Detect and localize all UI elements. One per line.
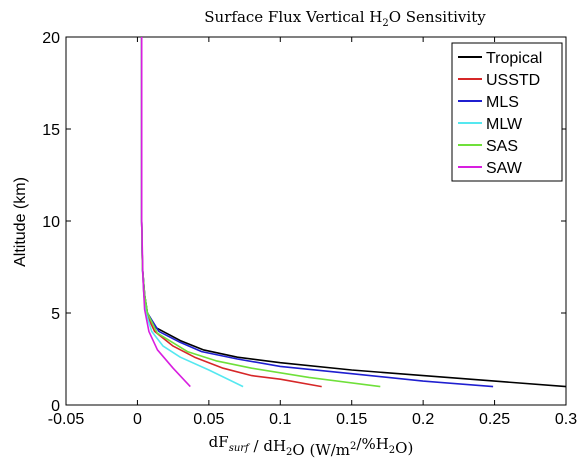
series-line-mls: [140, 37, 494, 388]
x-tick-label: 0: [133, 411, 142, 428]
y-tick-label: 10: [42, 214, 60, 231]
legend-box: [451, 42, 563, 182]
legend-entry: Tropical: [458, 50, 542, 67]
legend-entry: MLS: [458, 94, 519, 111]
x-tick-label: 0.2: [412, 411, 434, 428]
series-line-saw: [140, 37, 191, 388]
legend-entry: SAW: [458, 160, 523, 177]
x-tick-label: 0.1: [269, 411, 291, 428]
legend-label: MLW: [486, 116, 523, 133]
y-tick-label: 20: [42, 30, 60, 47]
x-tick-label: -0.05: [48, 411, 85, 428]
legend-label: SAS: [486, 138, 518, 155]
x-tick-label: 0.15: [336, 411, 367, 428]
legend-label: MLS: [486, 94, 519, 111]
y-tick-label: 0: [51, 398, 60, 415]
legend-entry: SAS: [458, 138, 518, 155]
y-tick-label: 15: [42, 122, 60, 139]
y-tick-label: 5: [51, 306, 60, 323]
legend-label: Tropical: [486, 50, 542, 67]
y-axis-label: Altitude (km): [12, 177, 29, 267]
legend-label: USSTD: [486, 72, 540, 89]
legend-entry: MLW: [458, 116, 523, 133]
legend-entry: USSTD: [458, 72, 540, 89]
x-tick-label: 0.3: [555, 411, 577, 428]
legend: Tropical USSTD MLS MLW SAS SAW: [451, 42, 563, 182]
x-axis-label: dFsurf / dH2O (W/m2/%H2O): [209, 433, 414, 459]
x-tick-label: 0.25: [479, 411, 510, 428]
series-line-sas: [140, 37, 381, 388]
x-tick-label: 0.05: [193, 411, 224, 428]
legend-label: SAW: [486, 160, 523, 177]
chart-title: Surface Flux Vertical H2O Sensitivity: [204, 8, 486, 29]
